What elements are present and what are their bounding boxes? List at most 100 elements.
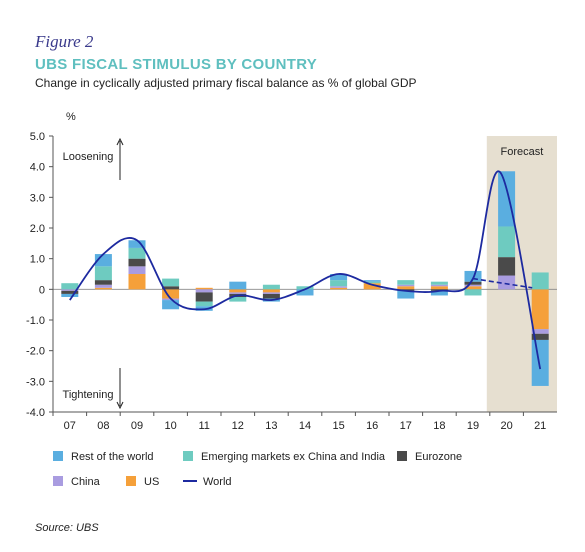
legend-label-china: China — [71, 476, 101, 488]
x-tick-label: 17 — [400, 420, 412, 432]
bar-us-19 — [464, 286, 482, 290]
bar-emerging-09 — [128, 247, 146, 259]
bar-rest_of_world-17 — [397, 290, 415, 299]
world-line-dashed — [472, 277, 533, 289]
bar-eurozone-07 — [61, 290, 79, 294]
loosening-arrowhead — [116, 137, 124, 146]
bar-emerging-16 — [363, 281, 381, 284]
legend-swatch-emerging — [183, 451, 193, 461]
x-tick-label: 19 — [467, 420, 479, 432]
bar-rest_of_world-10 — [162, 300, 180, 310]
bar-rest_of_world-07 — [61, 293, 79, 297]
bar-us-09 — [128, 274, 146, 290]
bar-us-16 — [363, 283, 381, 290]
bar-rest_of_world-20 — [498, 171, 516, 227]
bar-china-08 — [94, 284, 112, 288]
bar-eurozone-19 — [464, 281, 482, 285]
y-axis-unit-label: % — [66, 111, 76, 123]
y-tick-label: -3.0 — [26, 376, 45, 388]
bar-china-09 — [128, 266, 146, 274]
bar-emerging-21 — [531, 272, 549, 290]
bar-us-18 — [430, 286, 448, 290]
bar-emerging-07 — [61, 283, 79, 290]
bar-eurozone-08 — [94, 280, 112, 285]
y-tick-label: -1.0 — [26, 315, 45, 327]
bar-emerging-18 — [430, 281, 448, 285]
bar-emerging-11 — [195, 301, 213, 307]
chart-title: UBS FISCAL STIMULUS BY COUNTRY — [35, 56, 318, 73]
x-tick-label: 15 — [332, 420, 344, 432]
legend-swatch-rest_of_world — [53, 451, 63, 461]
bar-rest_of_world-14 — [296, 289, 314, 296]
bar-china-17 — [397, 284, 415, 287]
figure-label: Figure 2 — [35, 32, 94, 51]
y-tick-label: 5.0 — [30, 131, 45, 143]
bar-emerging-20 — [498, 226, 516, 258]
bar-us-10 — [162, 289, 180, 299]
x-tick-label: 07 — [64, 420, 76, 432]
legend-label-emerging: Emerging markets ex China and India — [201, 451, 386, 463]
bar-china-19 — [464, 284, 482, 287]
bar-china-15 — [330, 286, 348, 288]
bar-eurozone-10 — [162, 286, 180, 290]
x-tick-label: 08 — [97, 420, 109, 432]
x-tick-label: 13 — [265, 420, 277, 432]
y-tick-label: 2.0 — [30, 223, 45, 235]
legend-swatch-eurozone — [397, 451, 407, 461]
legend-label-rest_of_world: Rest of the world — [71, 451, 154, 463]
legend-swatch-us — [126, 476, 136, 486]
bar-us-13 — [262, 289, 280, 293]
legend-label-world: World — [203, 476, 232, 488]
source-note: Source: UBS — [35, 522, 99, 534]
bar-china-13 — [262, 292, 280, 294]
x-tick-label: 12 — [232, 420, 244, 432]
bar-emerging-17 — [397, 280, 415, 285]
tightening-label: Tightening — [63, 389, 114, 401]
y-tick-label: 4.0 — [30, 162, 45, 174]
bar-eurozone-21 — [531, 333, 549, 340]
bar-emerging-08 — [94, 266, 112, 281]
forecast-label: Forecast — [501, 146, 544, 158]
bar-us-21 — [531, 289, 549, 330]
bar-eurozone-20 — [498, 257, 516, 276]
x-tick-label: 14 — [299, 420, 311, 432]
bar-rest_of_world-18 — [430, 290, 448, 296]
world-line — [69, 170, 542, 370]
bar-us-15 — [330, 287, 348, 290]
bar-china-12 — [229, 292, 247, 294]
bar-china-20 — [498, 275, 516, 290]
bar-emerging-13 — [262, 284, 280, 290]
bar-emerging-19 — [464, 289, 482, 296]
y-tick-label: 1.0 — [30, 254, 45, 266]
x-tick-label: 21 — [534, 420, 546, 432]
bar-china-07 — [61, 289, 79, 291]
legend-label-eurozone: Eurozone — [415, 451, 462, 463]
bar-rest_of_world-19 — [464, 270, 482, 282]
y-tick-label: 0 — [39, 284, 45, 296]
chart-subtitle: Change in cyclically adjusted primary fi… — [35, 76, 417, 90]
bar-us-11 — [195, 287, 213, 290]
bar-rest_of_world-16 — [363, 280, 381, 282]
y-tick-label: 3.0 — [30, 192, 45, 204]
bar-us-12 — [229, 289, 247, 293]
bar-us-17 — [397, 286, 415, 290]
x-tick-label: 11 — [198, 420, 209, 432]
bar-us-08 — [94, 287, 112, 290]
loosening-label: Loosening — [63, 151, 114, 163]
legend-label-us: US — [144, 476, 159, 488]
bar-eurozone-11 — [195, 292, 213, 302]
x-tick-label: 18 — [433, 420, 445, 432]
x-tick-label: 09 — [131, 420, 143, 432]
bar-china-21 — [531, 329, 549, 334]
tightening-arrowhead — [116, 401, 124, 410]
y-tick-label: -4.0 — [26, 407, 45, 419]
bar-china-11 — [195, 289, 213, 293]
x-tick-label: 20 — [500, 420, 512, 432]
bar-rest_of_world-21 — [531, 339, 549, 386]
bar-emerging-15 — [330, 280, 348, 287]
y-tick-label: -2.0 — [26, 346, 45, 358]
bar-rest_of_world-12 — [229, 281, 247, 290]
x-tick-label: 10 — [164, 420, 176, 432]
bar-emerging-10 — [162, 278, 180, 287]
